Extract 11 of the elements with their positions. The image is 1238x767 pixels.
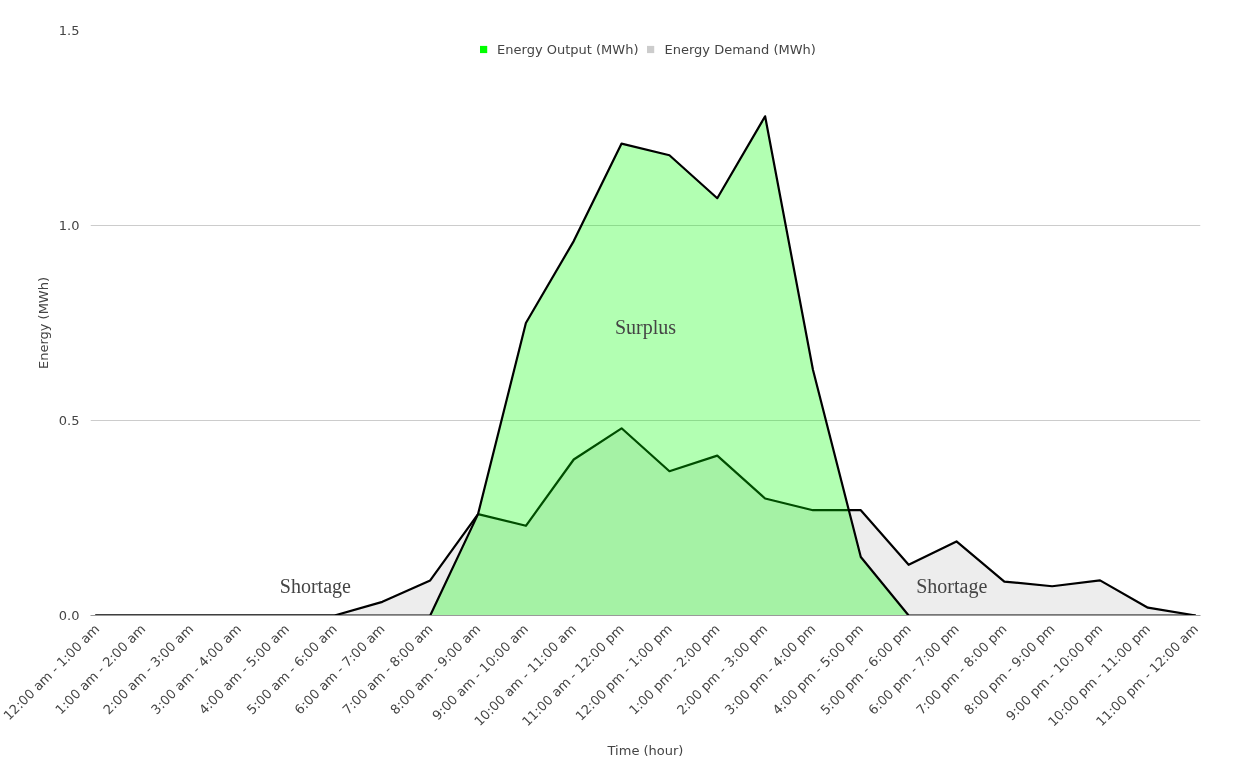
y-tick-label: 0.5 bbox=[58, 413, 80, 428]
y-tick-label: 1.0 bbox=[58, 218, 80, 233]
annotation: Surplus bbox=[614, 315, 677, 339]
y-axis-title: Energy (MWh) bbox=[35, 276, 51, 370]
legend-label: Energy Output (MWh) bbox=[497, 41, 639, 57]
annotation: Shortage bbox=[916, 575, 988, 599]
legend-label: Energy Demand (MWh) bbox=[664, 41, 816, 57]
annotation: Shortage bbox=[279, 575, 352, 599]
y-tick-label: 1.5 bbox=[58, 23, 80, 38]
y-tick-label: 0.0 bbox=[58, 608, 80, 623]
x-axis-title: Time (hour) bbox=[606, 742, 684, 758]
